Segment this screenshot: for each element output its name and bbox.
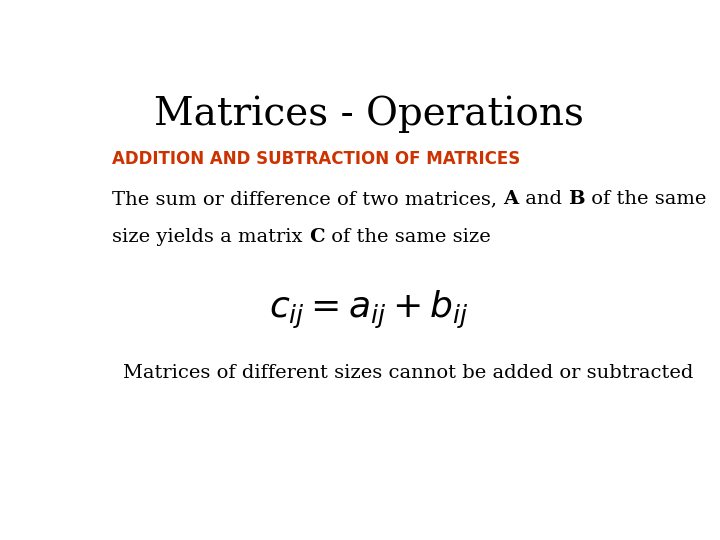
Text: A: A (503, 190, 518, 208)
Text: B: B (568, 190, 585, 208)
Text: C: C (309, 227, 325, 246)
Text: size yields a matrix: size yields a matrix (112, 227, 309, 246)
Text: ADDITION AND SUBTRACTION OF MATRICES: ADDITION AND SUBTRACTION OF MATRICES (112, 150, 521, 168)
Text: of the same size: of the same size (325, 227, 490, 246)
Text: Matrices of different sizes cannot be added or subtracted: Matrices of different sizes cannot be ad… (124, 364, 694, 382)
Text: and: and (518, 190, 568, 208)
Text: of the same: of the same (585, 190, 706, 208)
Text: Matrices - Operations: Matrices - Operations (154, 96, 584, 133)
Text: $c_{ij} = a_{ij} + b_{ij}$: $c_{ij} = a_{ij} + b_{ij}$ (269, 289, 469, 332)
Text: The sum or difference of two matrices,: The sum or difference of two matrices, (112, 190, 503, 208)
